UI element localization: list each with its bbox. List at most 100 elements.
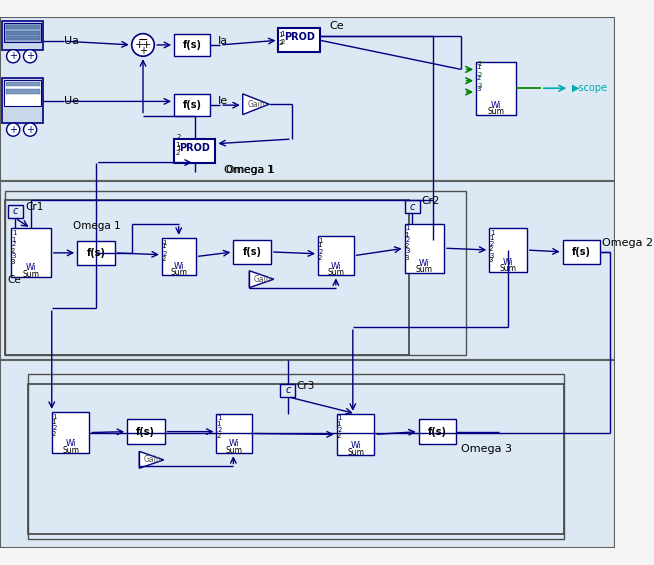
Text: 1: 1: [318, 238, 323, 244]
Text: 2: 2: [477, 72, 482, 78]
Text: 1: 1: [489, 235, 493, 241]
Text: 1: 1: [318, 242, 322, 249]
Circle shape: [24, 123, 37, 136]
Text: Sum: Sum: [416, 266, 433, 274]
Text: +: +: [142, 40, 152, 50]
Text: c: c: [285, 385, 290, 396]
Bar: [233, 240, 271, 264]
Text: f(s): f(s): [136, 427, 156, 437]
Bar: [6, 25, 39, 29]
Text: c: c: [409, 202, 415, 212]
Bar: [28, 384, 564, 534]
Text: Sum: Sum: [347, 448, 364, 457]
Text: 3: 3: [405, 248, 409, 254]
Bar: [5, 200, 409, 355]
Text: Wi: Wi: [490, 101, 501, 110]
Bar: [281, 384, 296, 397]
Bar: [5, 191, 466, 355]
Text: Sum: Sum: [170, 268, 187, 277]
Bar: [6, 81, 39, 86]
Text: Omega 1: Omega 1: [224, 165, 275, 175]
Circle shape: [24, 50, 37, 63]
Bar: [419, 419, 456, 444]
Text: 2: 2: [176, 150, 180, 156]
Text: 2: 2: [162, 255, 166, 262]
Text: PROD: PROD: [179, 144, 210, 154]
Text: Cr1: Cr1: [26, 202, 44, 212]
Text: Omega 2: Omega 2: [602, 237, 653, 247]
Bar: [28, 374, 564, 539]
Text: 2: 2: [216, 433, 220, 440]
Bar: [6, 31, 39, 34]
Text: 1: 1: [162, 244, 166, 249]
Bar: [6, 89, 39, 94]
Text: ▶scope: ▶scope: [572, 83, 608, 93]
Bar: [2, 78, 43, 123]
Text: 2: 2: [337, 427, 342, 433]
Text: 1: 1: [278, 32, 283, 38]
Bar: [0, 181, 615, 360]
Bar: [8, 205, 23, 218]
Text: Gain: Gain: [143, 455, 162, 464]
Text: 2: 2: [177, 134, 181, 140]
Text: 2: 2: [11, 248, 15, 254]
Text: 2: 2: [278, 40, 283, 46]
Text: 1: 1: [477, 61, 482, 67]
Text: Gain: Gain: [254, 275, 271, 284]
Text: Wi: Wi: [503, 258, 513, 267]
Text: 2: 2: [52, 432, 56, 437]
Text: +: +: [135, 40, 144, 50]
Text: +: +: [9, 125, 17, 134]
Text: 3: 3: [489, 258, 493, 263]
Text: f(s): f(s): [86, 248, 105, 258]
Text: 2: 2: [280, 39, 284, 45]
Text: Wi: Wi: [331, 262, 341, 271]
Text: 2: 2: [477, 75, 481, 81]
Text: Gain: Gain: [248, 99, 266, 108]
Text: 2: 2: [12, 241, 16, 247]
Circle shape: [7, 123, 20, 136]
Text: Cr2: Cr2: [421, 196, 440, 206]
Text: 1: 1: [405, 225, 409, 232]
Text: 2: 2: [489, 246, 493, 252]
Text: 1: 1: [404, 232, 409, 238]
Text: Sum: Sum: [487, 107, 504, 116]
Text: Wi: Wi: [173, 262, 184, 271]
Bar: [4, 80, 41, 106]
Text: 1: 1: [11, 237, 16, 243]
Bar: [489, 228, 527, 272]
Bar: [11, 228, 51, 277]
Text: Omega 1: Omega 1: [73, 220, 121, 231]
Text: Sum: Sum: [328, 268, 345, 277]
Text: +: +: [9, 51, 17, 61]
Text: 1: 1: [12, 230, 16, 236]
Text: Omega 1: Omega 1: [226, 165, 273, 175]
Bar: [77, 241, 115, 265]
Text: Wi: Wi: [229, 440, 239, 449]
Bar: [562, 240, 600, 264]
Text: Wi: Wi: [65, 440, 76, 449]
Text: +: +: [139, 46, 147, 55]
Text: Sum: Sum: [500, 264, 517, 273]
Text: 3: 3: [12, 253, 16, 259]
Text: 2: 2: [162, 251, 167, 257]
Text: −: −: [138, 34, 148, 47]
Bar: [476, 62, 515, 115]
Text: 1: 1: [280, 31, 284, 37]
Text: f(s): f(s): [243, 247, 262, 257]
Text: 1: 1: [52, 414, 57, 420]
Bar: [174, 94, 210, 116]
Bar: [405, 200, 420, 214]
Text: Sum: Sum: [62, 446, 79, 455]
Bar: [127, 419, 165, 444]
Text: +: +: [26, 51, 34, 61]
Text: 3: 3: [477, 86, 481, 92]
Polygon shape: [139, 451, 164, 468]
Text: Omega 3: Omega 3: [461, 445, 512, 454]
Text: Sum: Sum: [226, 446, 243, 455]
Text: 3: 3: [11, 259, 16, 266]
Text: 1: 1: [337, 415, 342, 421]
Text: 1: 1: [162, 240, 167, 246]
Bar: [0, 17, 615, 181]
Text: 1: 1: [336, 421, 341, 427]
